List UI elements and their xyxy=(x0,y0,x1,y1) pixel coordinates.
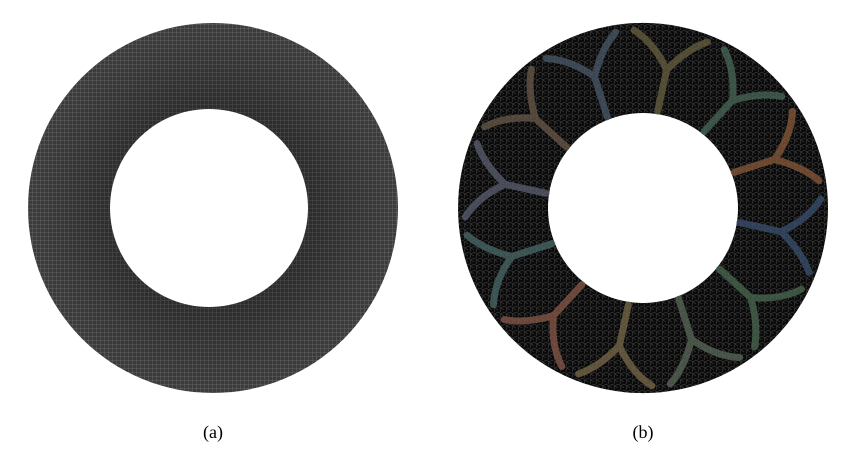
figure: (a) (b) xyxy=(0,0,857,455)
panel-label: (b) xyxy=(633,422,654,443)
panel-label: (a) xyxy=(203,422,223,443)
mesh-a-shade xyxy=(28,23,398,393)
mesh-b xyxy=(458,23,828,393)
